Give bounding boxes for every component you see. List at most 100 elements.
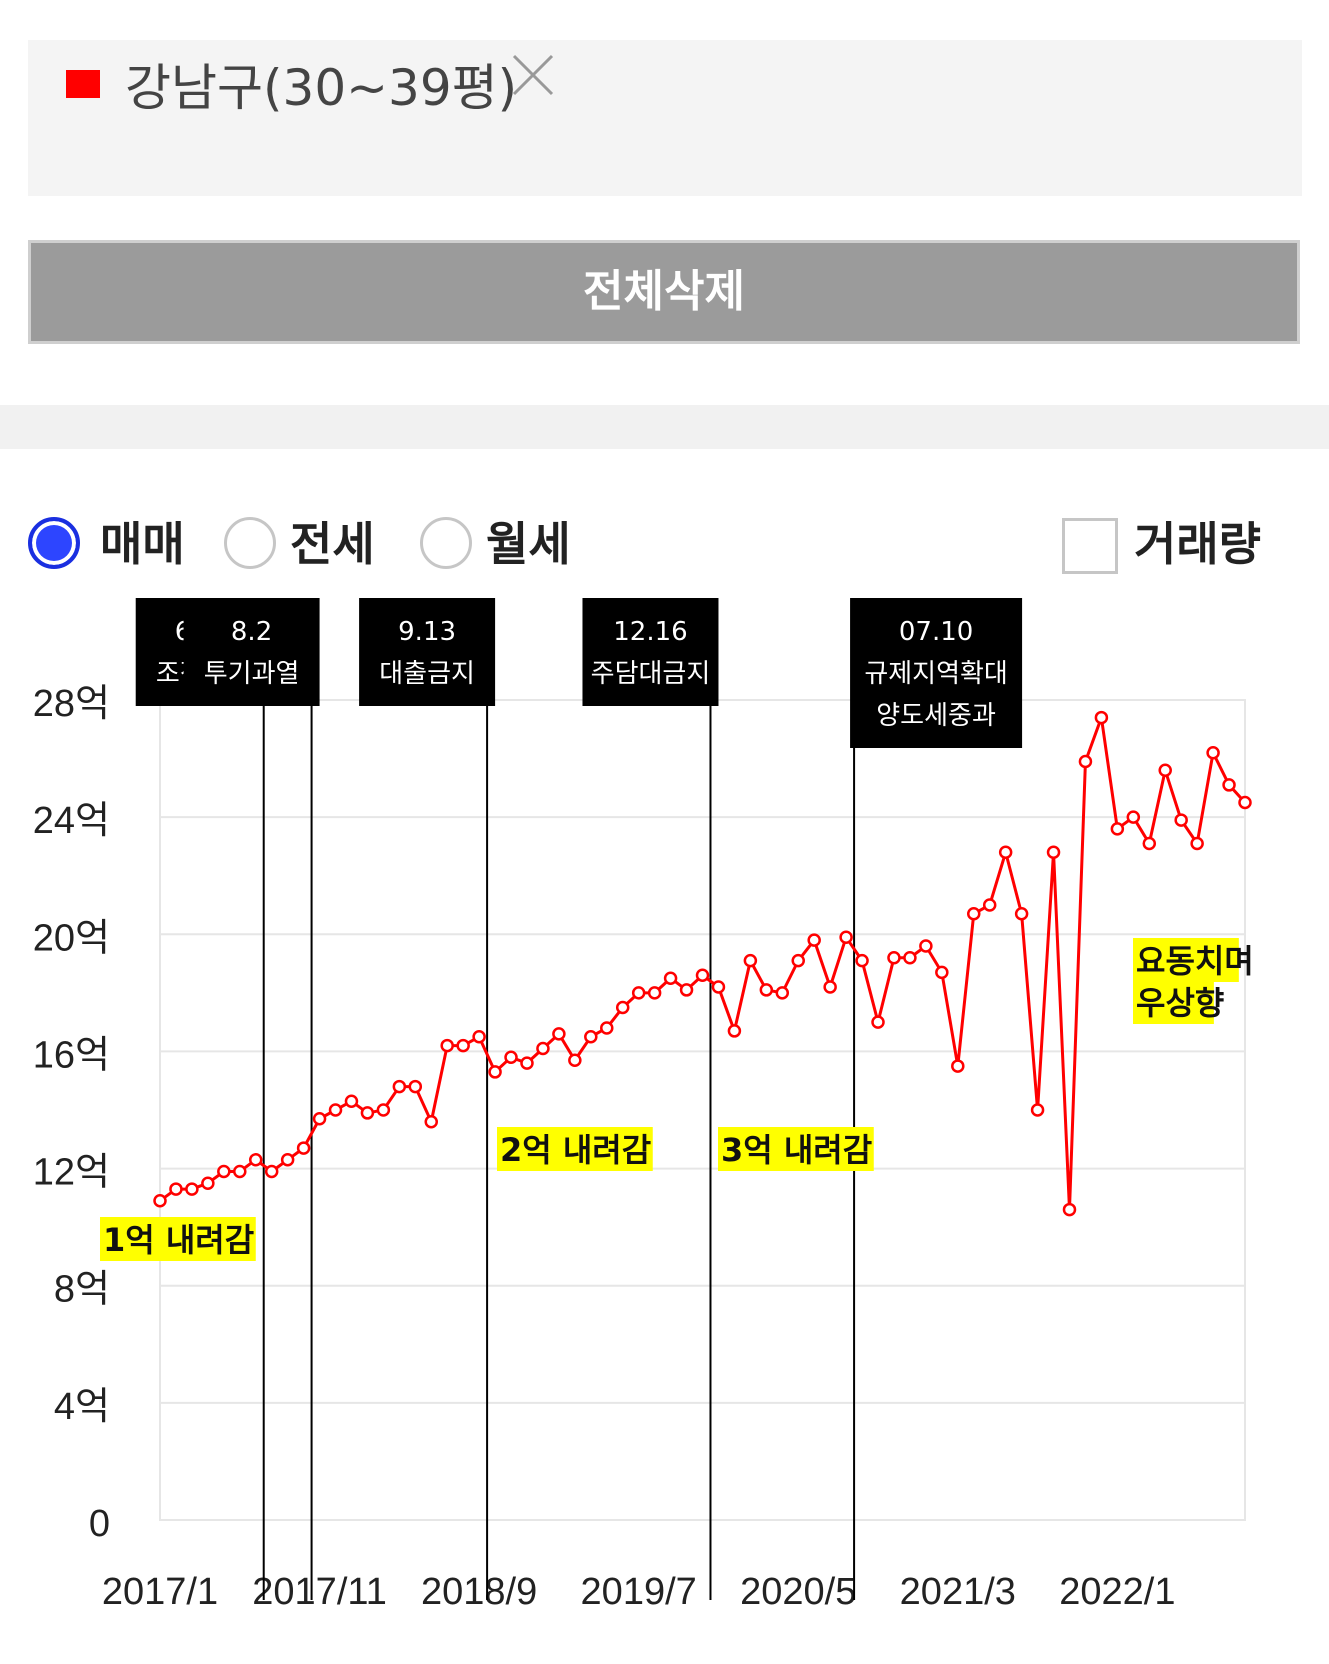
data-point [1158, 763, 1172, 778]
data-point [296, 1141, 311, 1155]
data-point [775, 986, 790, 1000]
y-tick-label: 28억 [33, 683, 110, 725]
data-point [1190, 836, 1204, 851]
data-point [711, 980, 726, 994]
data-point [1062, 1202, 1077, 1217]
y-tick-label: 24억 [33, 800, 110, 842]
event-label: 양도세중과 [876, 701, 996, 731]
data-point [169, 1182, 183, 1196]
data-point [791, 953, 805, 968]
series-line [159, 717, 1247, 1210]
data-point [631, 986, 646, 1000]
data-point [344, 1094, 359, 1108]
y-tick-label: 0 [89, 1503, 110, 1545]
data-point [328, 1103, 343, 1117]
data-point [951, 1059, 965, 1073]
radio-monthly-rent-label: 월세 [486, 517, 571, 571]
radio-sale-icon[interactable] [28, 517, 80, 569]
data-point [1238, 795, 1252, 810]
annotation-highlight [718, 1127, 874, 1171]
data-point [1030, 1103, 1045, 1117]
annotation-highlight [1133, 980, 1214, 1024]
data-point [1046, 845, 1061, 860]
data-point [807, 933, 821, 947]
data-point [600, 1021, 614, 1035]
y-tick-label: 8억 [54, 1269, 110, 1311]
event-date: 12.16 [613, 617, 687, 647]
event-date: 8.2 [231, 617, 272, 647]
filter-chip-label: 강남구(30~39평) [125, 59, 518, 117]
data-point [663, 971, 678, 985]
data-point [424, 1114, 438, 1129]
data-point [1014, 907, 1029, 921]
x-tick-label: 2017/1 [102, 1571, 218, 1613]
filter-box [28, 40, 1302, 196]
data-point [855, 953, 869, 968]
x-tick-label: 2018/9 [421, 1571, 537, 1613]
x-tick-label: 2020/5 [740, 1571, 856, 1613]
x-tick-label: 2017/11 [252, 1571, 387, 1613]
data-point [185, 1182, 199, 1196]
x-tick-label: 2019/7 [581, 1571, 697, 1613]
data-point [759, 983, 774, 997]
data-point [887, 950, 901, 965]
data-point [871, 1015, 885, 1029]
annotation-highlight [100, 1217, 256, 1261]
data-point [536, 1041, 550, 1056]
event-label-box [359, 598, 496, 706]
data-point [153, 1194, 167, 1208]
data-point [504, 1050, 518, 1065]
data-point [520, 1056, 534, 1070]
data-point [264, 1164, 279, 1179]
data-point [552, 1027, 566, 1041]
volume-checkbox[interactable] [1062, 518, 1118, 574]
data-point [903, 950, 917, 965]
data-point [1174, 813, 1188, 827]
annotation-highlight [1133, 938, 1239, 982]
data-point [839, 930, 853, 944]
data-point [982, 898, 997, 912]
data-point [823, 980, 837, 994]
data-point [280, 1153, 295, 1167]
data-point [392, 1079, 407, 1094]
data-point [376, 1103, 391, 1117]
annotation-highlight [497, 1127, 653, 1171]
data-point [919, 939, 933, 953]
data-point [695, 968, 710, 983]
data-point [647, 986, 662, 1000]
radio-jeonse-label: 전세 [290, 517, 375, 571]
data-point [679, 983, 694, 997]
y-tick-label: 16억 [33, 1034, 110, 1076]
data-point [1110, 822, 1125, 836]
data-point [1126, 810, 1141, 824]
event-date: 07.10 [899, 617, 973, 647]
y-tick-label: 4억 [54, 1386, 110, 1428]
data-point [248, 1153, 263, 1167]
series-color-swatch [66, 70, 100, 98]
data-point [312, 1112, 327, 1126]
event-label-box [183, 598, 320, 706]
radio-monthly-rent-icon[interactable] [420, 517, 472, 569]
event-label: 투기과열 [204, 659, 300, 689]
data-point [201, 1176, 215, 1190]
annotation-text: 1억 내려감 [103, 1221, 254, 1259]
data-point [1094, 710, 1109, 725]
data-point [727, 1024, 742, 1038]
data-point [1206, 745, 1220, 760]
section-divider [0, 405, 1329, 449]
data-point [440, 1038, 454, 1053]
data-point [360, 1106, 375, 1120]
data-point [568, 1053, 582, 1067]
data-point [408, 1079, 423, 1094]
data-point [1222, 778, 1236, 792]
annotation-text: 3억 내려감 [721, 1131, 872, 1169]
radio-jeonse-icon[interactable] [224, 517, 276, 569]
data-point [743, 953, 758, 968]
data-point [584, 1030, 598, 1044]
x-tick-label: 2022/1 [1059, 1571, 1175, 1613]
data-point [935, 965, 949, 980]
volume-checkbox-label: 거래량 [1134, 517, 1261, 571]
close-icon[interactable] [510, 52, 556, 98]
data-point [456, 1038, 470, 1053]
delete-all-button[interactable]: 전체삭제 [28, 240, 1300, 344]
